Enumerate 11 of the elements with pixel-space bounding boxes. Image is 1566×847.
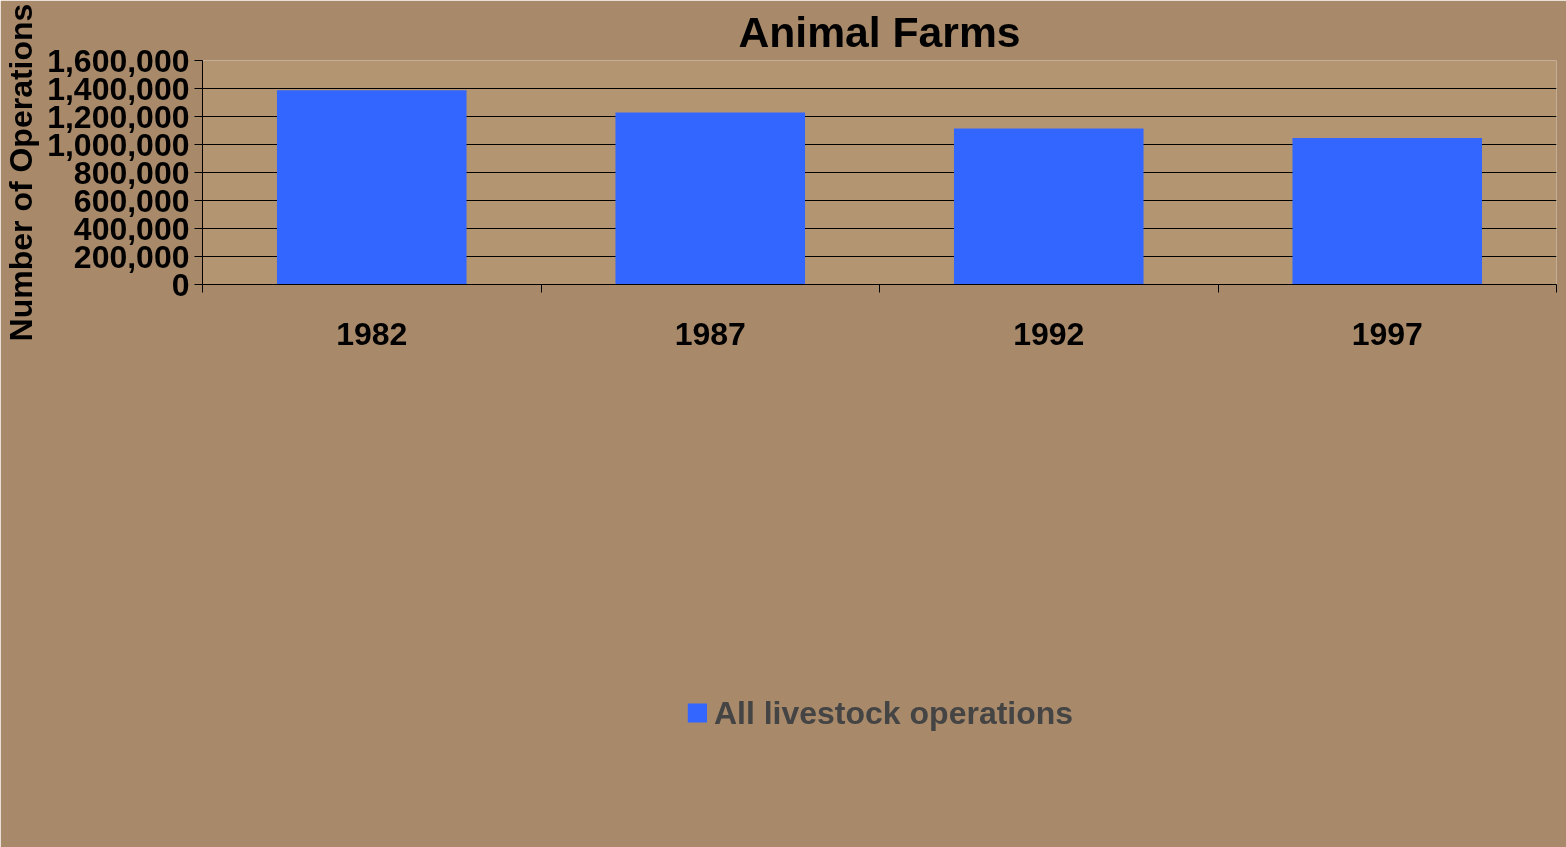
bar (1292, 138, 1483, 285)
bar (953, 128, 1144, 285)
y-axis-title: Number of Operations (3, 3, 40, 342)
bar (615, 112, 806, 285)
x-tick-label: 1982 (336, 315, 408, 352)
bar (276, 90, 467, 285)
x-tick-label: 1992 (1013, 315, 1085, 352)
legend-label: All livestock operations (713, 694, 1074, 732)
x-tick-label: 1987 (674, 315, 746, 352)
x-tick-label: 1997 (1351, 315, 1423, 352)
chart-title: Animal Farms (738, 7, 1021, 56)
